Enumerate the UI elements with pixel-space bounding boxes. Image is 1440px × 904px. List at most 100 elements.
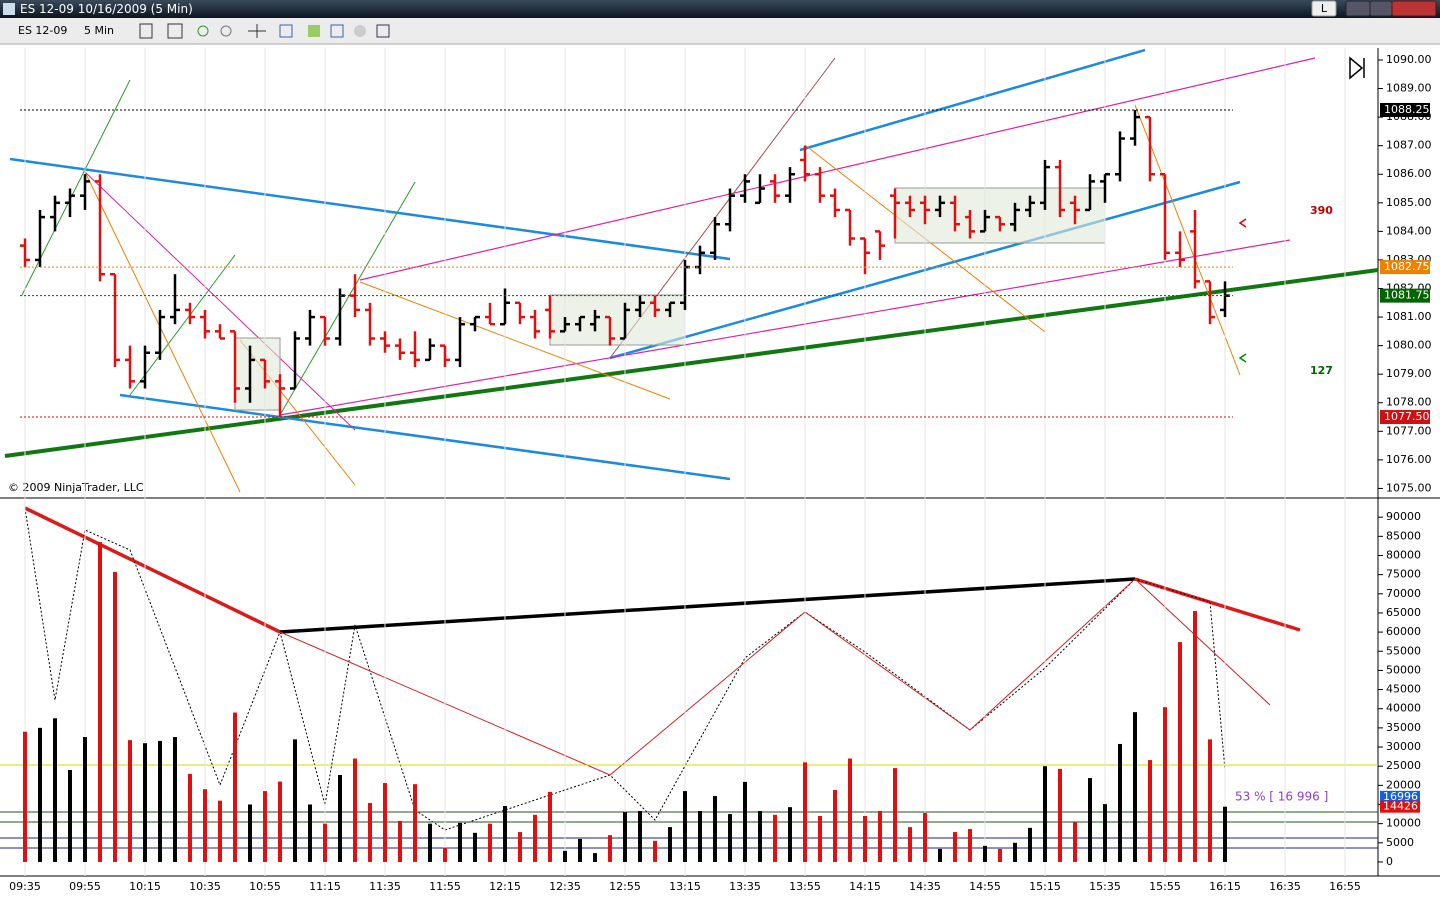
volume-bar (398, 820, 402, 862)
volume-bar (1028, 827, 1032, 862)
x-tick-label: 15:55 (1149, 880, 1181, 893)
volume-bar (1223, 806, 1227, 862)
volume-bar (68, 770, 72, 862)
close-button[interactable] (1391, 0, 1437, 17)
volume-marker (1380, 800, 1420, 813)
link-button[interactable] (1311, 0, 1337, 17)
volume-bar (278, 781, 282, 862)
volume-bar (38, 727, 42, 862)
volume-bar (548, 791, 552, 862)
volume-bar (803, 762, 807, 862)
volume-bar (908, 827, 912, 862)
volume-bar (578, 838, 582, 862)
y-tick-label: 35000 (1386, 721, 1421, 734)
y-tick-label: 75000 (1386, 568, 1421, 581)
y-tick-label: 1075.00 (1386, 481, 1432, 494)
volume-bar (788, 807, 792, 862)
y-tick-label: 60000 (1386, 625, 1421, 638)
volume-bar (1208, 739, 1212, 862)
price-marker (1380, 102, 1430, 117)
volume-bar (1118, 743, 1122, 862)
volume-bar (668, 827, 672, 862)
volume-bar (83, 737, 87, 862)
volume-bar (1043, 766, 1047, 862)
price-marker-label: 1081.75 (1384, 289, 1430, 302)
y-tick-label: 5000 (1386, 836, 1414, 849)
volume-bar (413, 784, 417, 862)
volume-bar (53, 718, 57, 862)
volume-bar (833, 789, 837, 862)
y-tick-label: 1090.00 (1386, 53, 1432, 66)
y-tick-label: 25000 (1386, 759, 1421, 772)
x-tick-label: 16:35 (1269, 880, 1301, 893)
volume-bar (698, 811, 702, 862)
volume-bar (203, 789, 207, 862)
volume-bar (518, 832, 522, 862)
volume-bar (293, 739, 297, 862)
instrument-select[interactable]: ES 12-09 (18, 24, 67, 37)
y-tick-label: 1087.00 (1386, 139, 1432, 152)
x-tick-label: 13:35 (729, 880, 761, 893)
volume-bar (368, 802, 372, 862)
volume-bar (758, 811, 762, 862)
x-tick-label: 10:15 (129, 880, 161, 893)
volume-bar (1148, 760, 1152, 862)
volume-bar (473, 832, 477, 862)
volume-bar (98, 542, 102, 862)
volume-bar (938, 848, 942, 862)
y-tick-label: 10000 (1386, 817, 1421, 830)
y-tick-label: 80000 (1386, 548, 1421, 561)
volume-bar (323, 823, 327, 862)
maximize-button[interactable] (1369, 0, 1393, 17)
volume-bar (263, 791, 267, 862)
volume-bar (1178, 642, 1182, 862)
volume-bar (1088, 778, 1092, 862)
volume-bar (608, 835, 612, 862)
volume-bar (1133, 712, 1137, 862)
drawings (0, 48, 1379, 849)
y-tick-label: 1086.00 (1386, 167, 1432, 180)
y-tick-label: 1085.00 (1386, 196, 1432, 209)
volume-bar (353, 758, 357, 862)
volume-bar (503, 806, 507, 862)
y-tick-label: 20000 (1386, 778, 1421, 791)
minimize-button[interactable] (1345, 0, 1371, 17)
x-tick-label: 11:35 (369, 880, 401, 893)
volume-bar (1103, 804, 1107, 862)
volume-bar (773, 814, 777, 862)
volume-bar (878, 811, 882, 862)
volume-marker-label: 16996 (1383, 790, 1418, 803)
volume-bar (383, 783, 387, 862)
volume-bar (173, 737, 177, 862)
volume-bar (1058, 768, 1062, 862)
volume-bar (443, 847, 447, 862)
toolbar-icons[interactable] (139, 23, 390, 39)
volume-bar (218, 800, 222, 862)
volume-bar (128, 740, 132, 862)
volume-bar (998, 848, 1002, 862)
x-tick-label: 10:35 (189, 880, 221, 893)
volume-bar (488, 823, 492, 862)
x-tick-label: 09:55 (69, 880, 101, 893)
link-button-label[interactable]: L (1321, 2, 1328, 15)
volume-bar (593, 853, 597, 862)
volume-bar (818, 815, 822, 862)
volume-bar (533, 814, 537, 862)
volume-bar (983, 845, 987, 862)
toolbar (0, 18, 1440, 44)
y-tick-label: 90000 (1386, 510, 1421, 523)
volume-bar (248, 804, 252, 862)
y-tick-label: 1079.00 (1386, 367, 1432, 380)
volume-bar (863, 815, 867, 862)
price-marker-label: 1082.75 (1384, 260, 1430, 273)
interval-select[interactable]: 5 Min (84, 24, 114, 37)
volume-bar (683, 791, 687, 862)
x-tick-label: 15:35 (1089, 880, 1121, 893)
x-tick-label: 13:55 (789, 880, 821, 893)
y-tick-label: 1076.00 (1386, 453, 1432, 466)
x-tick-label: 15:15 (1029, 880, 1061, 893)
y-tick-label: 1081.00 (1386, 310, 1432, 323)
volume-annotation: 53 % [ 16 996 ] (1235, 790, 1328, 804)
y-tick-label: 30000 (1386, 740, 1421, 753)
volume-bar (743, 781, 747, 862)
